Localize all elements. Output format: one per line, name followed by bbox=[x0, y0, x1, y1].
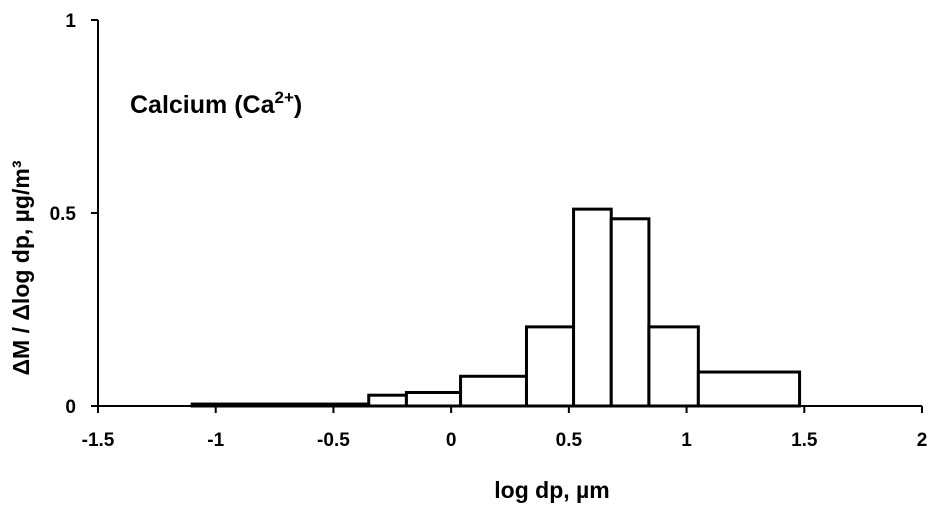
x-tick-label-2: -0.5 bbox=[317, 430, 350, 451]
x-tick-label-3: 0 bbox=[446, 430, 457, 451]
histogram-bar-8 bbox=[696, 370, 802, 408]
histogram-bar-4 bbox=[524, 325, 576, 408]
y-ticks-group: 00.51 bbox=[50, 11, 98, 418]
histogram-bar-6 bbox=[609, 217, 651, 408]
annotation-superscript: 2+ bbox=[274, 88, 293, 107]
x-tick-label-7: 2 bbox=[917, 430, 928, 451]
x-tick-label-0: -1.5 bbox=[82, 430, 115, 451]
x-tick-label-1: -1 bbox=[207, 430, 224, 451]
x-tick-label-5: 1 bbox=[681, 430, 692, 451]
y-tick-label-1: 0.5 bbox=[50, 204, 77, 225]
histogram-bar-1 bbox=[367, 393, 408, 408]
x-axis-title: log dp, µm bbox=[494, 477, 609, 503]
bars-group bbox=[190, 207, 802, 408]
x-ticks-group: -1.5 -1 -0.5 0 0.5 1 1.5 2 bbox=[82, 406, 928, 451]
x-tick-label-4: 0.5 bbox=[556, 430, 583, 451]
chart-annotation: Calcium (Ca2+) bbox=[130, 88, 302, 119]
histogram-bar-7 bbox=[647, 325, 700, 408]
y-tick-label-0: 0 bbox=[65, 397, 76, 418]
annotation-suffix: ) bbox=[294, 91, 302, 119]
y-axis-title: ΔM / Δlog dp, µg/m³ bbox=[8, 160, 34, 375]
x-tick-label-6: 1.5 bbox=[791, 430, 818, 451]
histogram-bar-2 bbox=[404, 390, 463, 408]
histogram-bar-5 bbox=[572, 207, 613, 408]
y-tick-label-2: 1 bbox=[65, 11, 76, 32]
annotation-text: Calcium (Ca bbox=[130, 91, 276, 119]
histogram-bar-3 bbox=[459, 374, 528, 408]
